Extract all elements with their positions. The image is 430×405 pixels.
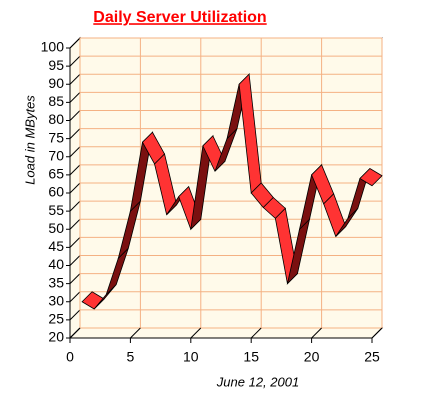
y-tick-label: 30 bbox=[48, 292, 64, 308]
grid-line bbox=[250, 327, 262, 339]
floor bbox=[68, 327, 384, 339]
y-tick-label: 60 bbox=[48, 184, 64, 200]
y-tick-label: 75 bbox=[48, 129, 64, 145]
grid-line bbox=[190, 327, 202, 339]
grid-line bbox=[69, 273, 81, 284]
grid-line bbox=[69, 237, 81, 248]
y-axis-label: Load in MBytes bbox=[22, 95, 37, 185]
ribbon-segment bbox=[359, 167, 383, 187]
y-tick-label: 45 bbox=[48, 238, 64, 254]
y-tick-label: 20 bbox=[48, 329, 64, 345]
grid-line bbox=[69, 92, 81, 103]
grid-line bbox=[69, 37, 81, 49]
grid-line bbox=[69, 164, 81, 176]
grid-line bbox=[69, 327, 81, 339]
grid-line bbox=[130, 327, 141, 339]
grid-line bbox=[69, 128, 81, 139]
y-tick-label: 50 bbox=[48, 220, 64, 236]
grid-line bbox=[69, 218, 81, 230]
grid-line bbox=[311, 327, 322, 339]
grid-line bbox=[69, 255, 81, 266]
grid-line bbox=[69, 309, 81, 321]
grid-line bbox=[69, 200, 81, 212]
grid-line bbox=[69, 146, 81, 158]
x-tick-label: 10 bbox=[183, 349, 199, 365]
grid-line bbox=[69, 55, 81, 67]
x-tick-label: 15 bbox=[243, 349, 259, 365]
y-tick-label: 80 bbox=[48, 111, 64, 127]
y-tick-label: 40 bbox=[48, 256, 64, 272]
chart-title: Daily Server Utilization bbox=[93, 9, 266, 26]
grid-line bbox=[69, 110, 81, 121]
x-axis-label: June 12, 2001 bbox=[216, 374, 299, 389]
x-tick-label: 5 bbox=[127, 349, 135, 365]
y-tick-label: 85 bbox=[48, 93, 64, 109]
x-tick-label: 20 bbox=[304, 349, 320, 365]
grid-line bbox=[371, 327, 383, 339]
y-tick-label: 25 bbox=[48, 311, 64, 327]
x-tick-label: 25 bbox=[364, 349, 380, 365]
y-tick-label: 90 bbox=[48, 75, 64, 91]
y-tick-label: 100 bbox=[41, 39, 65, 55]
y-tick-label: 70 bbox=[48, 147, 64, 163]
y-tick-label: 65 bbox=[48, 166, 64, 182]
x-tick-label: 0 bbox=[66, 349, 74, 365]
grid-line bbox=[69, 73, 81, 85]
grid-line bbox=[69, 182, 81, 194]
y-tick-label: 55 bbox=[48, 202, 64, 218]
y-tick-label: 35 bbox=[48, 274, 64, 290]
grid-line bbox=[69, 291, 81, 303]
y-tick-label: 95 bbox=[48, 57, 64, 73]
